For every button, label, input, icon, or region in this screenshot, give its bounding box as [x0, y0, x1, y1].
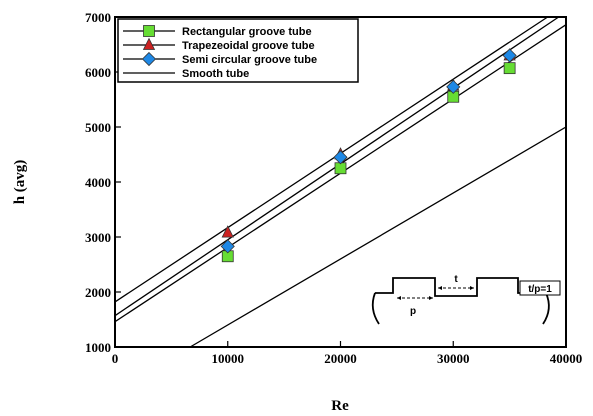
groove-width-arrowheads [438, 286, 474, 290]
x-tick-label: 0 [112, 351, 119, 366]
tube-profile-inset: t p t/p=1 [368, 268, 562, 332]
y-tick-label: 2000 [85, 285, 111, 300]
profile-right-end [542, 292, 550, 325]
y-tick-label: 3000 [85, 230, 111, 245]
data-markers [220, 48, 517, 263]
x-tick-label: 30000 [437, 351, 470, 366]
inset-ratio-label: t/p=1 [528, 284, 552, 295]
y-axis-label: h (avg) [12, 160, 28, 205]
legend-label-1: Trapezeoidal groove tube [182, 40, 315, 52]
fit-line-1 [114, 16, 548, 303]
y-tick-label: 7000 [85, 10, 111, 25]
y-axis-ticks: 1000 2000 3000 4000 5000 6000 7000 [85, 10, 121, 355]
legend-label-0: Rectangular groove tube [182, 26, 312, 38]
y-tick-label: 6000 [85, 65, 111, 80]
data-point-0-3 [503, 62, 516, 75]
y-tick-label: 4000 [85, 175, 111, 190]
legend-label-3: Smooth tube [182, 68, 249, 80]
legend: Rectangular groove tube Trapezeoidal groo… [117, 18, 359, 83]
inset-label-t: t [454, 274, 458, 285]
x-axis-ticks: 0 10000 20000 30000 40000 [112, 341, 583, 366]
data-point-0-1 [334, 162, 347, 175]
data-point-2-2 [446, 79, 461, 94]
pitch-arrowheads [397, 296, 433, 300]
ratio-label-box [519, 280, 561, 296]
y-tick-label: 5000 [85, 120, 111, 135]
profile-left-end [371, 292, 380, 325]
groove-profile-line [375, 277, 546, 297]
data-point-2-3 [502, 48, 517, 63]
x-tick-label: 20000 [324, 351, 357, 366]
fit-line-3 [189, 126, 567, 348]
inset-label-p: p [410, 306, 416, 317]
legend-marker-0 [143, 25, 155, 37]
x-tick-label: 40000 [550, 351, 583, 366]
data-point-1-0 [221, 225, 234, 238]
legend-marker-2 [141, 51, 157, 67]
legend-box [117, 18, 359, 83]
legend-marker-1 [142, 37, 156, 50]
x-tick-label: 10000 [212, 351, 245, 366]
y-tick-label: 1000 [85, 340, 111, 355]
data-point-2-1 [333, 150, 348, 165]
legend-items: Rectangular groove tube Trapezeoidal groo… [123, 25, 317, 80]
legend-label-2: Semi circular groove tube [182, 54, 317, 66]
data-point-2-0 [220, 239, 235, 254]
x-axis-label: Re [331, 398, 349, 414]
